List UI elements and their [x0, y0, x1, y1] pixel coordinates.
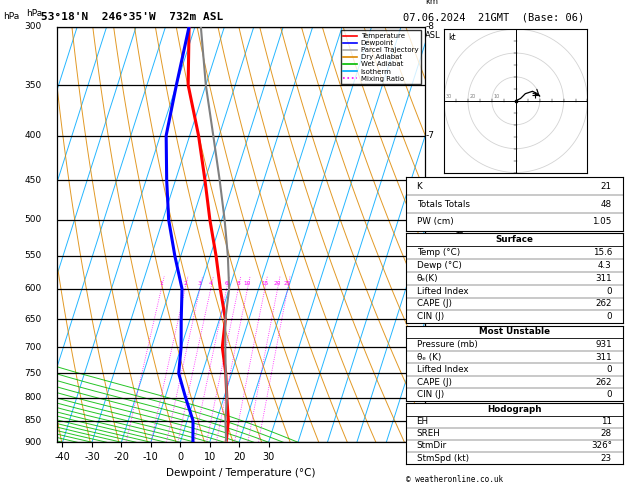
Text: PW (cm): PW (cm)	[416, 217, 454, 226]
X-axis label: Dewpoint / Temperature (°C): Dewpoint / Temperature (°C)	[166, 468, 315, 478]
Text: 4.3: 4.3	[598, 261, 612, 270]
Text: CAPE (J): CAPE (J)	[416, 378, 452, 387]
Text: hPa: hPa	[3, 12, 19, 21]
Text: 262: 262	[596, 299, 612, 309]
Text: 11: 11	[601, 417, 612, 426]
Text: 262: 262	[596, 378, 612, 387]
Text: 3: 3	[198, 280, 202, 286]
Text: 650: 650	[25, 314, 42, 324]
Text: 10: 10	[493, 94, 499, 100]
Text: 400: 400	[25, 131, 42, 140]
Text: 25: 25	[284, 280, 291, 286]
Text: 326°: 326°	[591, 441, 612, 451]
Text: 21: 21	[601, 182, 612, 191]
Text: 800: 800	[25, 393, 42, 402]
Text: 20: 20	[274, 280, 281, 286]
Text: 600: 600	[25, 284, 42, 294]
Text: 500: 500	[25, 215, 42, 225]
Text: -2: -2	[425, 393, 434, 402]
Text: 30: 30	[445, 94, 452, 100]
Text: -7: -7	[425, 131, 434, 140]
Text: -5: -5	[425, 251, 434, 260]
Text: Mixing Ratio (g/kg): Mixing Ratio (g/kg)	[457, 195, 466, 274]
Text: 0: 0	[606, 365, 612, 374]
Text: 10: 10	[244, 280, 251, 286]
Text: 53°18'N  246°35'W  732m ASL: 53°18'N 246°35'W 732m ASL	[41, 12, 223, 22]
Text: 311: 311	[595, 274, 612, 283]
Text: hPa: hPa	[26, 9, 42, 18]
Text: 900: 900	[25, 438, 42, 447]
Text: 300: 300	[25, 22, 42, 31]
Text: K: K	[416, 182, 422, 191]
Text: kt: kt	[448, 34, 456, 42]
Text: 0: 0	[606, 312, 612, 321]
Text: 931: 931	[595, 340, 612, 349]
Text: θₑ(K): θₑ(K)	[416, 274, 438, 283]
Text: -8: -8	[425, 22, 434, 31]
Text: 07.06.2024  21GMT  (Base: 06): 07.06.2024 21GMT (Base: 06)	[403, 12, 584, 22]
Text: 311: 311	[595, 352, 612, 362]
Text: StmDir: StmDir	[416, 441, 447, 451]
Text: -6: -6	[425, 215, 434, 225]
Text: 20: 20	[469, 94, 476, 100]
Text: LCL: LCL	[425, 393, 439, 402]
Text: CAPE (J): CAPE (J)	[416, 299, 452, 309]
Text: 550: 550	[25, 251, 42, 260]
Text: 0: 0	[606, 390, 612, 399]
Text: 350: 350	[25, 81, 42, 89]
Text: 6: 6	[225, 280, 228, 286]
Text: CIN (J): CIN (J)	[416, 312, 444, 321]
Text: Most Unstable: Most Unstable	[479, 328, 550, 336]
Text: 2: 2	[183, 280, 187, 286]
Text: Pressure (mb): Pressure (mb)	[416, 340, 477, 349]
Text: 23: 23	[601, 453, 612, 463]
Legend: Temperature, Dewpoint, Parcel Trajectory, Dry Adiabat, Wet Adiabat, Isotherm, Mi: Temperature, Dewpoint, Parcel Trajectory…	[340, 30, 421, 85]
Text: -4: -4	[425, 314, 434, 324]
Text: 750: 750	[25, 369, 42, 378]
Text: 8: 8	[237, 280, 240, 286]
Text: 450: 450	[25, 175, 42, 185]
Text: Lifted Index: Lifted Index	[416, 365, 468, 374]
Text: CIN (J): CIN (J)	[416, 390, 444, 399]
Text: -3: -3	[425, 343, 434, 352]
Text: 4: 4	[209, 280, 213, 286]
Text: θₑ (K): θₑ (K)	[416, 352, 441, 362]
Text: SREH: SREH	[416, 429, 440, 438]
Text: 700: 700	[25, 343, 42, 352]
Text: 15: 15	[261, 280, 269, 286]
Text: Temp (°C): Temp (°C)	[416, 248, 460, 257]
Text: 1.05: 1.05	[593, 217, 612, 226]
Text: km: km	[425, 0, 438, 6]
Text: 1: 1	[160, 280, 163, 286]
Text: © weatheronline.co.uk: © weatheronline.co.uk	[406, 474, 503, 484]
Text: Surface: Surface	[495, 235, 533, 244]
Text: ASL: ASL	[425, 31, 441, 40]
Text: Dewp (°C): Dewp (°C)	[416, 261, 462, 270]
Text: Totals Totals: Totals Totals	[416, 200, 470, 208]
Text: StmSpd (kt): StmSpd (kt)	[416, 453, 469, 463]
Text: EH: EH	[416, 417, 429, 426]
Text: 0: 0	[606, 287, 612, 295]
Text: Lifted Index: Lifted Index	[416, 287, 468, 295]
Text: Hodograph: Hodograph	[487, 405, 542, 414]
Text: 15.6: 15.6	[593, 248, 612, 257]
Text: -1: -1	[425, 438, 434, 447]
Text: 48: 48	[601, 200, 612, 208]
Text: 850: 850	[25, 416, 42, 425]
Text: 28: 28	[601, 429, 612, 438]
